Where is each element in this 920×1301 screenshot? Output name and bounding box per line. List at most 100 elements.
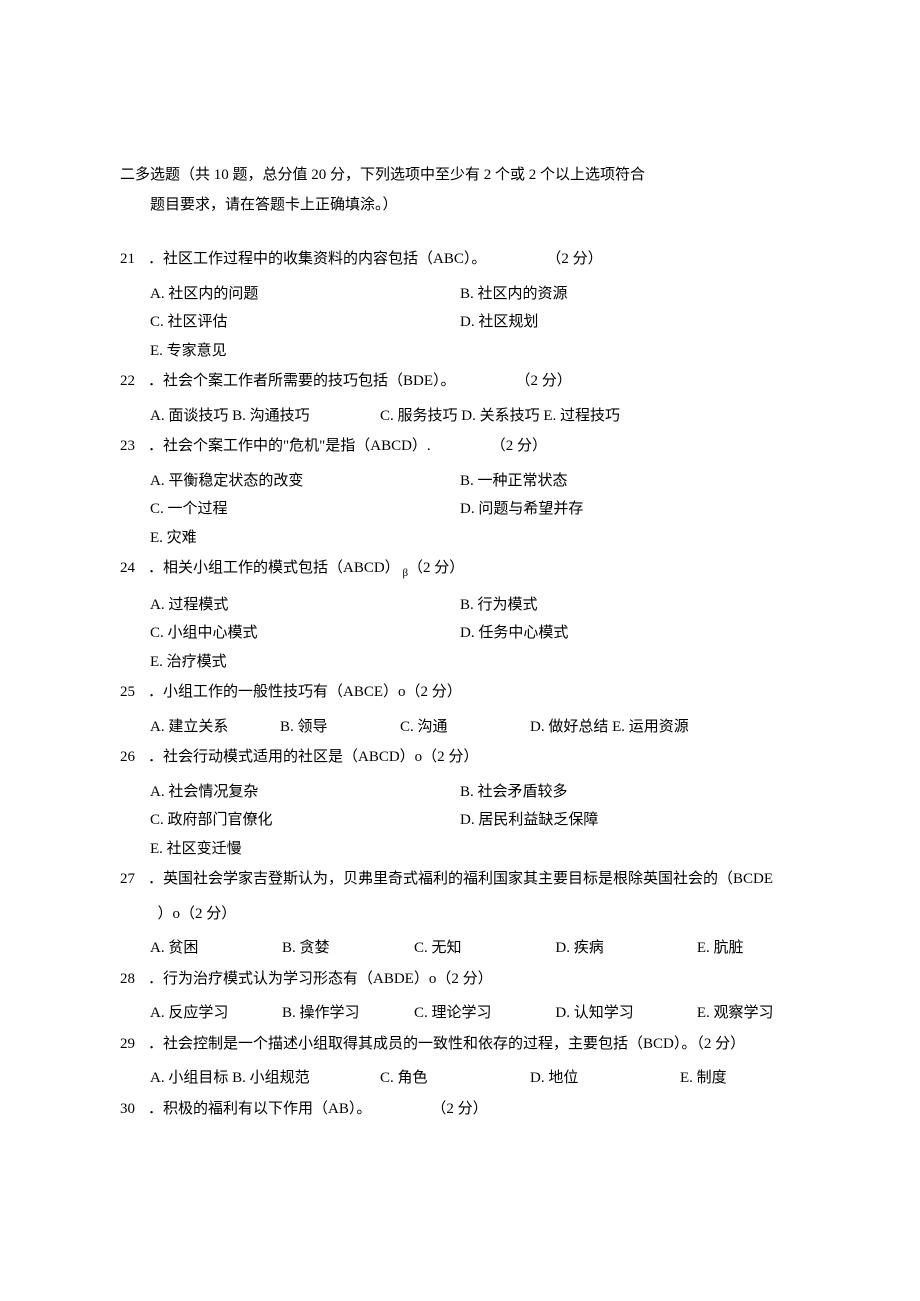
question-options: A. 社区内的问题 B. 社区内的资源 C. 社区评估 D. 社区规划 E. 专家意见 xyxy=(120,283,810,363)
question-stem: 21．社区工作过程中的收集资料的内容包括（ABC）。（2 分） xyxy=(120,248,810,271)
option: A. 社会情况复杂 xyxy=(150,781,450,804)
question-points: （2 分） xyxy=(491,438,547,454)
question-options: A. 建立关系B. 领导C. 沟通D. 做好总结 E. 运用资源 xyxy=(120,716,810,739)
option: D. 认知学习 xyxy=(555,1002,696,1025)
option: A. 贫困 xyxy=(150,937,282,960)
question-text: ．英国社会学家吉登斯认为，贝弗里奇式福利的福利国家其主要目标是根除英国社会的（B… xyxy=(148,868,773,891)
question-stem: 26．社会行动模式适用的社区是（ABCD）o（2 分） xyxy=(120,746,810,769)
question-points: （2 分） xyxy=(408,560,464,576)
question-text: ．社会控制是一个描述小组取得其成员的一致性和依存的过程，主要包括（BCD）。（2… xyxy=(148,1033,745,1056)
question-block: 29．社会控制是一个描述小组取得其成员的一致性和依存的过程，主要包括（BCD）。… xyxy=(120,1033,810,1090)
section-heading-line2: 题目要求，请在答题卡上正确填涂。） xyxy=(120,190,810,220)
option: D. 做好总结 xyxy=(530,719,612,735)
question-stem-text: ．社会个案工作中的"危机"是指（ABCD）. xyxy=(148,438,431,454)
question-text: ．行为治疗模式认为学习形态有（ABDE）o（2 分） xyxy=(148,968,493,991)
question-points: （2 分） xyxy=(516,373,572,389)
option: E. 过程技巧 xyxy=(543,408,620,424)
question-options: A. 过程模式 B. 行为模式 C. 小组中心模式 D. 任务中心模式 E. 治疗模式 xyxy=(120,594,810,674)
question-stem: 23．社会个案工作中的"危机"是指（ABCD）. （2 分） xyxy=(120,435,810,458)
option: B. 沟通技巧 xyxy=(232,408,310,424)
question-number: 26 xyxy=(120,746,148,769)
question-options: A. 平衡稳定状态的改变B. 一种正常状态C. 一个过程D. 问题与希望并存E.… xyxy=(120,470,810,550)
option: E. 肮脏 xyxy=(697,937,810,960)
question-stem: 27．英国社会学家吉登斯认为，贝弗里奇式福利的福利国家其主要目标是根除英国社会的… xyxy=(120,868,810,891)
question-stem: 28．行为治疗模式认为学习形态有（ABDE）o（2 分） xyxy=(120,968,810,991)
question-block: 26．社会行动模式适用的社区是（ABCD）o（2 分） A. 社会情况复杂 B. 社… xyxy=(120,746,810,860)
option: C. 小组中心模式 xyxy=(150,622,450,645)
question-block: 27．英国社会学家吉登斯认为，贝弗里奇式福利的福利国家其主要目标是根除英国社会的… xyxy=(120,868,810,960)
question-text: ．社会个案工作中的"危机"是指（ABCD）. （2 分） xyxy=(148,435,547,458)
question-options: A. 贫困B. 贪婪C. 无知D. 疾病E. 肮脏 xyxy=(120,937,810,960)
option: B. 领导 xyxy=(280,716,400,739)
question-number: 27 xyxy=(120,868,148,891)
question-options: A. 小组目标 B. 小组规范C. 角色D. 地位E. 制度 xyxy=(120,1067,810,1090)
question-text: ．积极的福利有以下作用（AB）。（2 分） xyxy=(148,1098,488,1121)
question-stem-text: ．社会控制是一个描述小组取得其成员的一致性和依存的过程，主要包括（BCD）。（2… xyxy=(148,1036,745,1052)
question-stem-text: ．小组工作的一般性技巧有（ABCE）o（2 分） xyxy=(148,684,462,700)
option: D. 社区规划 xyxy=(460,311,810,334)
question-text: ．相关小组工作的模式包括（ABCD） β（2 分） xyxy=(148,557,464,582)
question-number: 29 xyxy=(120,1033,148,1056)
question-block: 30．积极的福利有以下作用（AB）。（2 分） xyxy=(120,1098,810,1121)
question-number: 28 xyxy=(120,968,148,991)
question-text: ．社会个案工作者所需要的技巧包括（BDE）。 （2 分） xyxy=(148,370,572,393)
option: B. 操作学习 xyxy=(282,1002,414,1025)
option: E. 社区变迁慢 xyxy=(150,838,810,861)
question-points: （2 分） xyxy=(431,1101,487,1117)
question-stem-text: ．行为治疗模式认为学习形态有（ABDE）o（2 分） xyxy=(148,971,493,987)
question-number: 22 xyxy=(120,370,148,393)
section-heading: 二多选题（共 10 题，总分值 20 分，下列选项中至少有 2 个或 2 个以上… xyxy=(120,160,810,220)
question-stem-text: ．相关小组工作的模式包括（ABCD） xyxy=(148,560,400,576)
option: A. 反应学习 xyxy=(150,1002,282,1025)
option: D. 地位 xyxy=(530,1067,680,1090)
option: C. 服务技巧 xyxy=(380,408,461,424)
question-block: 21．社区工作过程中的收集资料的内容包括（ABC）。（2 分） A. 社区内的问题… xyxy=(120,248,810,362)
question-number: 24 xyxy=(120,557,148,582)
option: E. 灾难 xyxy=(150,527,810,550)
question-options: A. 面谈技巧 B. 沟通技巧 C. 服务技巧 D. 关系技巧 E. 过程技巧 xyxy=(120,405,810,428)
question-number: 21 xyxy=(120,248,148,271)
option: E. 观察学习 xyxy=(697,1002,810,1025)
question-block: 23．社会个案工作中的"危机"是指（ABCD）. （2 分） A. 平衡稳定状态的改… xyxy=(120,435,810,549)
document-page: 二多选题（共 10 题，总分值 20 分，下列选项中至少有 2 个或 2 个以上… xyxy=(0,0,920,1301)
question-stem-suffix: β xyxy=(400,567,408,579)
option: B. 行为模式 xyxy=(460,594,810,617)
question-stem: 22．社会个案工作者所需要的技巧包括（BDE）。 （2 分） xyxy=(120,370,810,393)
option: A. 建立关系 xyxy=(150,716,280,739)
question-number: 30 xyxy=(120,1098,148,1121)
option: D. 居民利益缺乏保障 xyxy=(460,809,810,832)
question-stem-continuation: ）o（2 分） xyxy=(120,903,810,926)
question-block: 28．行为治疗模式认为学习形态有（ABDE）o（2 分） A. 反应学习B. 操作… xyxy=(120,968,810,1025)
question-stem: 29．社会控制是一个描述小组取得其成员的一致性和依存的过程，主要包括（BCD）。… xyxy=(120,1033,810,1056)
question-text: ．小组工作的一般性技巧有（ABCE）o（2 分） xyxy=(148,681,462,704)
option: B. 社会矛盾较多 xyxy=(460,781,810,804)
option: A. 平衡稳定状态的改变 xyxy=(150,470,450,493)
option: D. 关系技巧 xyxy=(461,408,543,424)
question-stem-text: ．社会个案工作者所需要的技巧包括（BDE）。 xyxy=(148,373,456,389)
question-options: A. 社会情况复杂 B. 社会矛盾较多 C. 政府部门官僚化 D. 居民利益缺乏保障 E… xyxy=(120,781,810,861)
option: C. 政府部门官僚化 xyxy=(150,809,450,832)
question-stem: 30．积极的福利有以下作用（AB）。（2 分） xyxy=(120,1098,810,1121)
question-number: 23 xyxy=(120,435,148,458)
question-stem: 25．小组工作的一般性技巧有（ABCE）o（2 分） xyxy=(120,681,810,704)
option: A. 社区内的问题 xyxy=(150,283,450,306)
question-stem-text: ．社区工作过程中的收集资料的内容包括（ABC）。 xyxy=(148,251,486,267)
option: E. 治疗模式 xyxy=(150,651,810,674)
question-text: ．社会行动模式适用的社区是（ABCD）o（2 分） xyxy=(148,746,478,769)
option: B. 社区内的资源 xyxy=(460,283,810,306)
option: D. 任务中心模式 xyxy=(460,622,810,645)
section-heading-line1: 二多选题（共 10 题，总分值 20 分，下列选项中至少有 2 个或 2 个以上… xyxy=(120,160,810,190)
option: D. 问题与希望并存 xyxy=(460,498,810,521)
option: A. 面谈技巧 xyxy=(150,408,232,424)
question-block: 24．相关小组工作的模式包括（ABCD） β（2 分） A. 过程模式 B. 行为模… xyxy=(120,557,810,673)
option: B. 贪婪 xyxy=(282,937,414,960)
option: C. 理论学习 xyxy=(414,1002,555,1025)
question-stem-text: ．社会行动模式适用的社区是（ABCD）o（2 分） xyxy=(148,749,478,765)
option: E. 专家意见 xyxy=(150,340,810,363)
option: D. 疾病 xyxy=(555,937,696,960)
option: C. 沟通 xyxy=(400,716,530,739)
question-options: A. 反应学习B. 操作学习C. 理论学习D. 认知学习E. 观察学习 xyxy=(120,1002,810,1025)
option: A. 过程模式 xyxy=(150,594,450,617)
question-block: 25．小组工作的一般性技巧有（ABCE）o（2 分） A. 建立关系B. 领导C.… xyxy=(120,681,810,738)
option: C. 社区评估 xyxy=(150,311,450,334)
